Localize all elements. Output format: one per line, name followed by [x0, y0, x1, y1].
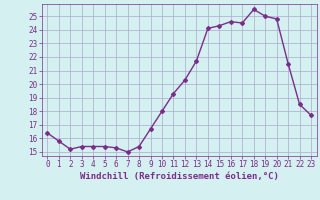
X-axis label: Windchill (Refroidissement éolien,°C): Windchill (Refroidissement éolien,°C)	[80, 172, 279, 181]
